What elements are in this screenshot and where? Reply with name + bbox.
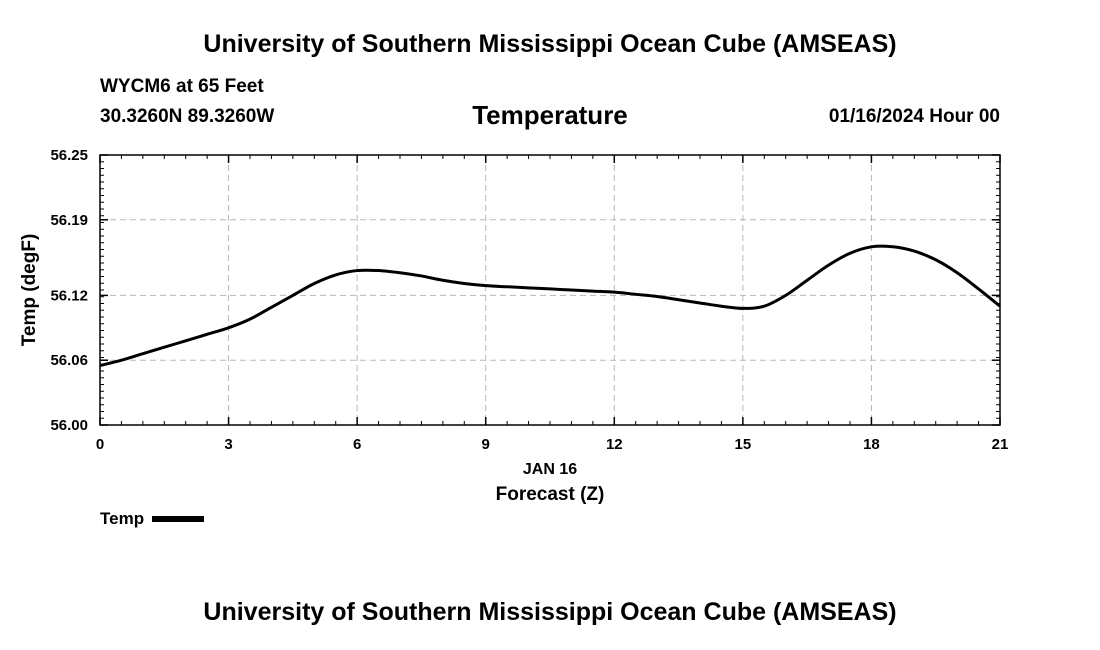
x-tick-label: 21 [992, 436, 1009, 453]
top-title: University of Southern Mississippi Ocean… [203, 30, 897, 58]
grid-layer [100, 155, 1000, 425]
legend-label: Temp [100, 509, 145, 528]
x-tick-label: 18 [863, 436, 880, 453]
bottom-title: University of Southern Mississippi Ocean… [203, 598, 897, 626]
x-axis-date-label: JAN 16 [523, 461, 577, 478]
labels-layer: 0 3 6 9 12 15 18 21 56.00 56.06 56.12 56.19 56.25 [50, 147, 1008, 453]
y-tick-label: 56.12 [50, 287, 88, 304]
x-tick-label: 12 [606, 436, 623, 453]
datetime-label: 01/16/2024 Hour 00 [828, 106, 1000, 127]
x-tick-label: 6 [353, 436, 361, 453]
legend: Temp [100, 509, 205, 529]
x-axis-label: Forecast (Z) [496, 484, 605, 505]
y-tick-label: 56.25 [50, 147, 88, 164]
y-axis-label: Temp (degF) [19, 234, 40, 347]
x-tick-label: 3 [224, 436, 232, 453]
temp-series-line [99, 244, 1001, 368]
x-tick-label: 9 [482, 436, 490, 453]
x-tick-label: 15 [735, 436, 752, 453]
legend-line-swatch [152, 516, 205, 522]
y-tick-label: 56.06 [50, 352, 88, 369]
station-label: WYCM6 at 65 Feet [100, 76, 264, 97]
y-tick-label: 56.19 [50, 212, 88, 229]
coordinates-label: 30.3260N 89.3260W [100, 106, 275, 127]
variable-title: Temperature [472, 100, 628, 130]
plot-frame [99, 154, 1001, 426]
x-tick-label: 0 [96, 436, 104, 453]
y-tick-label: 56.00 [50, 417, 88, 434]
